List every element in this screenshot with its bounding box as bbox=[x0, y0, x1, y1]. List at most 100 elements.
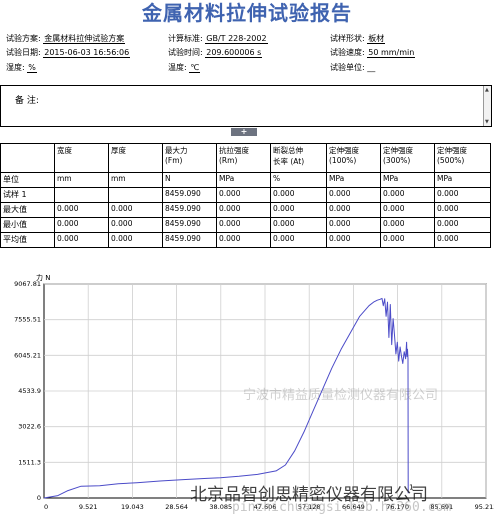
watermark-company: 北京品智创思精密仪器有限公司 bbox=[190, 485, 428, 505]
table-cell: MPa bbox=[326, 172, 381, 188]
x-tick-label: 38.085 bbox=[209, 503, 232, 511]
table-cell: mm bbox=[54, 172, 109, 188]
row-label-cell: 平均值 bbox=[0, 232, 55, 248]
x-tick-label: 28.564 bbox=[165, 503, 188, 511]
curve-marker-label: 1 bbox=[409, 483, 413, 491]
column-header: 定伸强度 (100%) bbox=[326, 143, 381, 173]
column-header-name: 厚度 bbox=[111, 146, 126, 155]
scroll-down-icon[interactable]: ▼ bbox=[485, 119, 489, 125]
table-cell: 0.000 bbox=[326, 217, 381, 233]
table-cell: 0.000 bbox=[380, 187, 435, 203]
column-header-name: 定伸强度 bbox=[329, 146, 359, 155]
column-header: 宽度 bbox=[54, 143, 109, 173]
table-cell: 8459.090 bbox=[162, 217, 217, 233]
standard-value: GB/T 228-2002 bbox=[205, 34, 268, 44]
x-tick-label: 85.691 bbox=[430, 503, 453, 511]
column-header-sub: (Fm) bbox=[165, 156, 183, 165]
column-header: 厚度 bbox=[108, 143, 163, 173]
y-tick-label: 7555.51 bbox=[14, 316, 41, 324]
speed-field: 试验速度: 50 mm/min bbox=[330, 48, 416, 58]
table-cell: 0.000 bbox=[216, 187, 271, 203]
table-cell: 0.000 bbox=[270, 232, 327, 248]
remarks-box[interactable]: 备 注: ▲ ▼ bbox=[0, 85, 492, 127]
table-cell: 0.000 bbox=[216, 217, 271, 233]
column-header: 最大力 (Fm) bbox=[162, 143, 217, 173]
unit-label: 试验单位: bbox=[330, 63, 365, 72]
remarks-scrollbar[interactable]: ▲ ▼ bbox=[483, 86, 491, 126]
table-row: 平均值 0.000 0.000 8459.090 0.000 0.000 0.000 0.00… bbox=[0, 232, 491, 248]
unit-value: __ bbox=[367, 63, 376, 72]
table-cell: mm bbox=[108, 172, 163, 188]
report-title: 金属材料拉伸试验报告 bbox=[142, 1, 352, 25]
y-tick-label: 4533.9 bbox=[18, 387, 41, 395]
table-cell: 0.000 bbox=[326, 202, 381, 218]
table-cell: 0.000 bbox=[434, 232, 491, 248]
table-cell: 0.000 bbox=[434, 217, 491, 233]
table-cell: 0.000 bbox=[270, 202, 327, 218]
date-value: 2015-06-03 16:56:06 bbox=[43, 48, 131, 58]
table-cell: 0.000 bbox=[108, 232, 163, 248]
y-tick-label: 1511.3 bbox=[18, 458, 41, 466]
row-label-cell: 最大值 bbox=[0, 202, 55, 218]
table-cell: 0.000 bbox=[54, 232, 109, 248]
table-cell: 0.000 bbox=[108, 217, 163, 233]
column-header: 定伸强度 (500%) bbox=[434, 143, 491, 173]
scroll-up-icon[interactable]: ▲ bbox=[485, 87, 489, 93]
y-tick-label: 6045.21 bbox=[14, 351, 41, 359]
x-tick-label: 95.213 bbox=[475, 503, 494, 511]
table-cell: 0.000 bbox=[54, 217, 109, 233]
column-header: 断裂总伸 长率 (At) bbox=[270, 143, 327, 173]
column-header-name: 定伸强度 bbox=[383, 146, 413, 155]
scheme-field: 试验方案: 金属材料拉伸试验方案 bbox=[6, 34, 126, 44]
table-row: 最小值 0.000 0.000 8459.090 0.000 0.000 0.000 0.00… bbox=[0, 217, 491, 233]
watermark-gray: 宁波市精益质量检测仪器有限公司 bbox=[243, 388, 439, 403]
force-chart: 0 1511.3 3022.6 4533.9 6045.21 7555.51 9067.81… bbox=[0, 262, 494, 521]
table-row: 单位 mm mm N MPa% MPa MPa MPa bbox=[0, 172, 491, 188]
column-header-name: 断裂总伸 bbox=[273, 146, 303, 155]
table-cell: 0.000 bbox=[270, 217, 327, 233]
table-cell: N bbox=[162, 172, 217, 188]
unit-field: 试验单位: __ bbox=[330, 63, 375, 73]
table-cell bbox=[54, 187, 109, 203]
table-cell: 0.000 bbox=[380, 202, 435, 218]
table-cell: 0.000 bbox=[270, 187, 327, 203]
x-tick-label: 9.521 bbox=[79, 503, 98, 511]
table-cell: 0.000 bbox=[380, 232, 435, 248]
column-header-name: 宽度 bbox=[57, 146, 72, 155]
x-tick-label: 76.170 bbox=[386, 503, 409, 511]
column-header bbox=[0, 143, 55, 173]
y-tick-label: 9067.81 bbox=[14, 280, 41, 288]
column-header-sub: (300%) bbox=[383, 156, 411, 165]
table-cell: 8459.090 bbox=[162, 202, 217, 218]
temp-label: 温度: bbox=[168, 63, 187, 72]
table-cell: 0.000 bbox=[434, 202, 491, 218]
expand-button[interactable]: + bbox=[231, 128, 257, 136]
x-tick-label: 47.606 bbox=[254, 503, 277, 511]
results-table: 宽度 厚度 最大力 (Fm) 抗拉强度 (Rm) 断裂总伸 长率 (At) 定伸强度 (100%)… bbox=[0, 143, 491, 248]
table-cell: 0.000 bbox=[434, 187, 491, 203]
remarks-label: 备 注: bbox=[15, 96, 39, 106]
shape-value: 板材 bbox=[367, 34, 386, 44]
column-header: 定伸强度 (300%) bbox=[380, 143, 435, 173]
table-cell bbox=[108, 187, 163, 203]
column-header-name: 最大力 bbox=[165, 146, 188, 155]
y-tick-label: 3022.6 bbox=[18, 423, 41, 431]
row-label-cell: 试样 1 bbox=[0, 187, 55, 203]
humidity-label: 湿度: bbox=[6, 63, 25, 72]
humidity-value: % bbox=[27, 63, 37, 73]
column-header-sub: (Rm) bbox=[219, 156, 238, 165]
time-field: 试验时间: 209.600006 s bbox=[168, 48, 263, 58]
table-cell: MPa bbox=[216, 172, 271, 188]
shape-label: 试样形状: bbox=[330, 34, 365, 43]
table-row: 试样 1 8459.090 0.000 0.000 0.000 0.000 0.000 bbox=[0, 187, 491, 203]
column-header-sub: (100%) bbox=[329, 156, 357, 165]
time-value: 209.600006 s bbox=[205, 48, 263, 58]
table-cell: % bbox=[270, 172, 327, 188]
temp-field: 温度: ℃ bbox=[168, 63, 201, 73]
x-tick-label: 19.043 bbox=[121, 503, 144, 511]
column-header-name: 定伸强度 bbox=[437, 146, 467, 155]
date-field: 试验日期: 2015-06-03 16:56:06 bbox=[6, 48, 131, 58]
table-cell: MPa bbox=[380, 172, 435, 188]
watermark-website: pinzhichuangsi.b2b.hc360.com bbox=[232, 500, 452, 515]
x-tick-label: 66.649 bbox=[342, 503, 365, 511]
